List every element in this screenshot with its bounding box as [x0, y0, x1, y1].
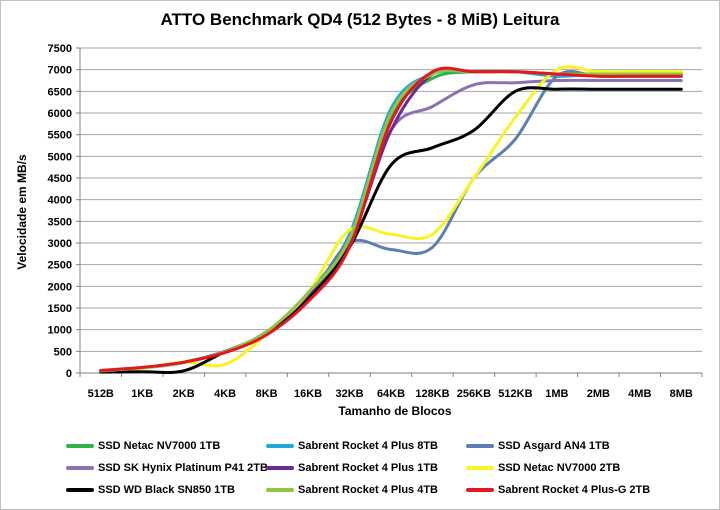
series-line-7	[99, 86, 683, 375]
x-tick-label: 4MB	[628, 388, 651, 400]
legend-label: Sabrent Rocket 4 Plus-G 2TB	[498, 484, 651, 496]
legend-label: SSD SK Hynix Platinum P41 2TB	[98, 462, 268, 474]
legend-swatch	[466, 444, 494, 448]
legend-swatch	[66, 444, 94, 448]
y-tick-label: 5000	[48, 151, 72, 163]
legend-swatch	[466, 466, 494, 470]
legend-item: Sabrent Rocket 4 Plus 1TB	[266, 460, 438, 476]
x-tick-label: 1KB	[131, 388, 153, 400]
legend-item: SSD Asgard AN4 1TB	[466, 438, 610, 454]
legend-item: SSD SK Hynix Platinum P41 2TB	[66, 460, 268, 476]
y-tick-label: 500	[54, 346, 72, 358]
x-tick-label: 32KB	[335, 388, 363, 400]
x-tick-label: 4KB	[214, 388, 236, 400]
series-line-8	[99, 68, 683, 373]
x-axis-title: Tamanho de Blocos	[338, 404, 452, 418]
legend-swatch	[66, 466, 94, 470]
x-tick-label: 8MB	[670, 388, 693, 400]
legend-item: SSD Netac NV7000 2TB	[466, 460, 620, 476]
legend-swatch	[466, 488, 494, 492]
y-tick-label: 1500	[48, 303, 72, 315]
x-tick-label: 256KB	[457, 388, 491, 400]
x-tick-label: 8KB	[256, 388, 278, 400]
y-tick-label: 6500	[48, 86, 72, 98]
y-tick-label: 5500	[48, 130, 72, 142]
legend-swatch	[66, 488, 94, 492]
legend-label: SSD WD Black SN850 1TB	[98, 484, 235, 496]
legend-item: Sabrent Rocket 4 Plus 4TB	[266, 482, 438, 498]
y-tick-label: 2000	[48, 281, 72, 293]
legend-item: SSD WD Black SN850 1TB	[66, 482, 235, 498]
y-tick-label: 4000	[48, 195, 72, 207]
x-tick-label: 16KB	[294, 388, 322, 400]
y-tick-label: 0	[66, 368, 72, 380]
x-tick-label: 1MB	[545, 388, 568, 400]
y-tick-label: 4500	[48, 173, 72, 185]
legend-label: Sabrent Rocket 4 Plus 8TB	[298, 440, 438, 452]
y-tick-label: 7500	[48, 43, 72, 55]
legend-label: Sabrent Rocket 4 Plus 1TB	[298, 462, 438, 474]
y-tick-label: 6000	[48, 108, 72, 120]
x-tick-label: 512KB	[498, 388, 532, 400]
legend-item: SSD Netac NV7000 1TB	[66, 438, 220, 454]
x-tick-label: 2MB	[587, 388, 610, 400]
legend-label: SSD Netac NV7000 1TB	[98, 440, 221, 452]
chart-title: ATTO Benchmark QD4 (512 Bytes - 8 MiB) L…	[160, 10, 560, 29]
x-tick-label: 128KB	[415, 388, 449, 400]
series-line-9	[99, 66, 683, 372]
legend: SSD Netac NV7000 1TB Sabrent Rocket 4 Plu…	[66, 438, 706, 502]
legend-swatch	[266, 444, 294, 448]
y-tick-label: 7000	[48, 65, 72, 77]
legend-swatch	[266, 488, 294, 492]
y-tick-label: 2500	[48, 260, 72, 272]
legend-item: Sabrent Rocket 4 Plus-G 2TB	[466, 482, 650, 498]
y-tick-label: 1000	[48, 325, 72, 337]
legend-label: SSD Asgard AN4 1TB	[498, 440, 610, 452]
x-tick-label: 512B	[88, 388, 114, 400]
y-tick-label: 3000	[48, 238, 72, 250]
legend-label: Sabrent Rocket 4 Plus 4TB	[298, 484, 438, 496]
legend-label: SSD Netac NV7000 2TB	[498, 462, 621, 474]
legend-item: Sabrent Rocket 4 Plus 8TB	[266, 438, 438, 454]
x-tick-label: 2KB	[173, 388, 195, 400]
legend-swatch	[266, 466, 294, 470]
x-tick-label: 64KB	[377, 388, 405, 400]
y-tick-label: 3500	[48, 216, 72, 228]
